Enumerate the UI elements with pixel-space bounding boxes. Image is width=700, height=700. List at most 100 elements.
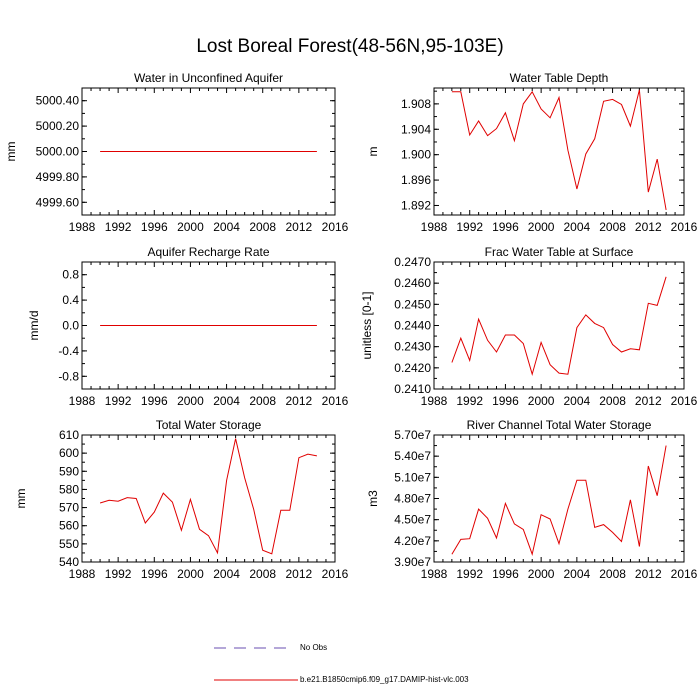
y-tick-label: 590 (59, 464, 79, 478)
x-tick-label: 2016 (671, 394, 698, 408)
x-tick-label: 2016 (322, 567, 349, 581)
x-tick-label: 2012 (286, 220, 313, 234)
y-axis-label: unitless [0-1] (360, 291, 374, 359)
panel-title: River Channel Total Water Storage (467, 418, 652, 432)
x-tick-label: 1988 (421, 394, 448, 408)
y-tick-label: 560 (59, 519, 79, 533)
x-tick-label: 2008 (599, 394, 626, 408)
y-tick-label: 0.0 (62, 319, 79, 333)
y-tick-label: 4.20e7 (394, 534, 431, 548)
x-tick-label: 2008 (249, 220, 276, 234)
x-tick-label: 1988 (421, 567, 448, 581)
y-tick-label: 4.50e7 (394, 513, 431, 527)
x-tick-label: 1988 (69, 567, 96, 581)
y-tick-label: 0.2420 (394, 361, 431, 375)
y-tick-label: 5000.20 (36, 119, 80, 133)
y-tick-label: -0.8 (58, 369, 79, 383)
y-axis-label: m (366, 147, 380, 157)
y-tick-label: 610 (59, 428, 79, 442)
x-tick-label: 2008 (599, 220, 626, 234)
y-tick-label: 0.4 (62, 293, 79, 307)
y-tick-label: 0.2440 (394, 319, 431, 333)
x-tick-label: 2016 (322, 394, 349, 408)
x-tick-label: 1992 (105, 567, 132, 581)
x-tick-label: 2004 (213, 567, 240, 581)
y-tick-label: 3.90e7 (394, 555, 431, 569)
y-tick-label: 1.904 (401, 122, 431, 136)
panel-title: Total Water Storage (156, 418, 262, 432)
x-tick-label: 2016 (322, 220, 349, 234)
y-tick-label: 1.892 (401, 198, 431, 212)
y-axis-label: mm/d (27, 311, 41, 341)
x-tick-label: 2008 (599, 567, 626, 581)
series-line (451, 445, 667, 556)
y-tick-label: 0.2460 (394, 276, 431, 290)
x-tick-label: 2000 (177, 220, 204, 234)
x-tick-label: 2004 (213, 394, 240, 408)
x-tick-label: 2004 (564, 220, 591, 234)
x-tick-label: 2000 (528, 394, 555, 408)
series-line (451, 276, 667, 377)
y-tick-label: 0.2430 (394, 340, 431, 354)
x-tick-label: 1992 (456, 567, 483, 581)
panel-title: Frac Water Table at Surface (485, 245, 634, 259)
x-tick-label: 1992 (456, 220, 483, 234)
y-tick-label: -0.4 (58, 344, 79, 358)
y-tick-label: 580 (59, 482, 79, 496)
x-tick-label: 2000 (528, 220, 555, 234)
y-axis-label: mm (14, 489, 28, 509)
x-tick-label: 2012 (286, 567, 313, 581)
x-tick-label: 2012 (635, 220, 662, 234)
x-tick-label: 1988 (69, 394, 96, 408)
y-tick-label: 5.10e7 (394, 470, 431, 484)
y-tick-label: 1.900 (401, 148, 431, 162)
y-tick-label: 5000.40 (36, 94, 80, 108)
y-tick-label: 600 (59, 446, 79, 460)
y-tick-label: 5000.00 (36, 145, 80, 159)
y-tick-label: 540 (59, 555, 79, 569)
x-tick-label: 1988 (421, 220, 448, 234)
x-tick-label: 2016 (671, 220, 698, 234)
y-tick-label: 4.80e7 (394, 492, 431, 506)
x-tick-label: 2004 (564, 567, 591, 581)
series-line (99, 438, 317, 555)
panel-title: Aquifer Recharge Rate (147, 245, 269, 259)
x-tick-label: 1988 (69, 220, 96, 234)
x-tick-label: 2008 (249, 394, 276, 408)
x-tick-label: 1996 (141, 394, 168, 408)
x-tick-label: 2000 (177, 394, 204, 408)
y-tick-label: 5.70e7 (394, 428, 431, 442)
page-title: Lost Boreal Forest(48-56N,95-103E) (196, 36, 504, 57)
y-tick-label: 4999.80 (36, 170, 80, 184)
x-tick-label: 1996 (141, 567, 168, 581)
y-tick-label: 5.40e7 (394, 449, 431, 463)
x-tick-label: 1996 (141, 220, 168, 234)
y-tick-label: 0.2470 (394, 255, 431, 269)
x-tick-label: 2016 (671, 567, 698, 581)
x-tick-label: 2004 (564, 394, 591, 408)
x-tick-label: 2008 (249, 567, 276, 581)
x-tick-label: 2000 (177, 567, 204, 581)
x-tick-label: 2012 (635, 394, 662, 408)
y-tick-label: 0.8 (62, 268, 79, 282)
x-tick-label: 1992 (105, 394, 132, 408)
x-tick-label: 1996 (492, 394, 519, 408)
series-line (451, 89, 667, 210)
x-tick-label: 2004 (213, 220, 240, 234)
y-axis-label: mm (4, 142, 18, 162)
x-tick-label: 1996 (492, 220, 519, 234)
x-tick-label: 1992 (456, 394, 483, 408)
y-tick-label: 0.2450 (394, 297, 431, 311)
x-tick-label: 2012 (635, 567, 662, 581)
panel-title: Water in Unconfined Aquifer (134, 71, 283, 85)
y-tick-label: 1.896 (401, 173, 431, 187)
x-tick-label: 1992 (105, 220, 132, 234)
y-tick-label: 0.2410 (394, 382, 431, 396)
x-tick-label: 2012 (286, 394, 313, 408)
x-tick-label: 2000 (528, 567, 555, 581)
